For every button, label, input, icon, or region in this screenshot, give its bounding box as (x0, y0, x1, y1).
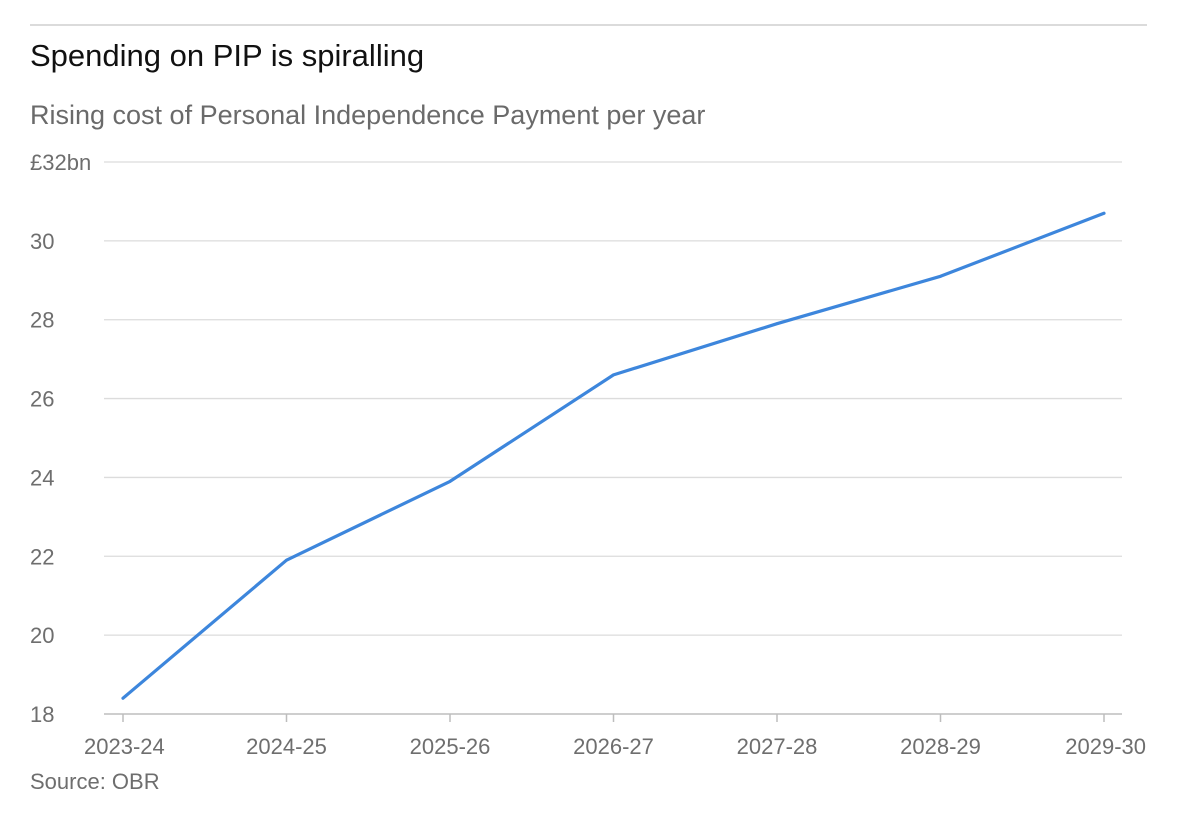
y-tick-label: 24 (30, 465, 54, 490)
data-point (121, 696, 125, 700)
y-tick-label: 20 (30, 623, 54, 648)
y-tick-label: 30 (30, 229, 54, 254)
gridlines (104, 161, 1122, 636)
y-tick-label: £32bn (30, 150, 91, 175)
x-tick-label: 2023-24 (84, 734, 165, 759)
x-axis (104, 713, 1122, 722)
chart-subtitle: Rising cost of Personal Independence Pay… (30, 100, 705, 130)
chart-title: Spending on PIP is spiralling (30, 38, 424, 73)
x-tick-label: 2028-29 (900, 734, 981, 759)
y-tick-label: 22 (30, 544, 54, 569)
data-point (612, 373, 615, 377)
data-point (448, 479, 452, 483)
y-tick-label: 28 (30, 308, 54, 333)
x-axis-tick-labels: 2023-24 2024-25 2025-26 2026-27 2027-28 2028-… (84, 734, 1146, 759)
y-tick-label: 18 (30, 702, 54, 727)
data-point (1102, 211, 1106, 215)
x-tick-label: 2025-26 (410, 734, 491, 759)
series-group (121, 211, 1106, 700)
x-tick-label: 2027-28 (737, 734, 818, 759)
data-point (939, 274, 942, 278)
x-tick-label: 2029-30 (1065, 734, 1146, 759)
series-line (121, 211, 1106, 700)
chart-source: Source: OBR (30, 769, 160, 794)
data-point (775, 322, 779, 326)
y-tick-label: 26 (30, 387, 54, 412)
x-tick-label: 2026-27 (573, 734, 654, 759)
x-tick-label: 2024-25 (246, 734, 327, 759)
data-point (285, 558, 288, 562)
y-axis-tick-labels: £32bn 30 28 26 24 22 20 18 (30, 150, 91, 727)
